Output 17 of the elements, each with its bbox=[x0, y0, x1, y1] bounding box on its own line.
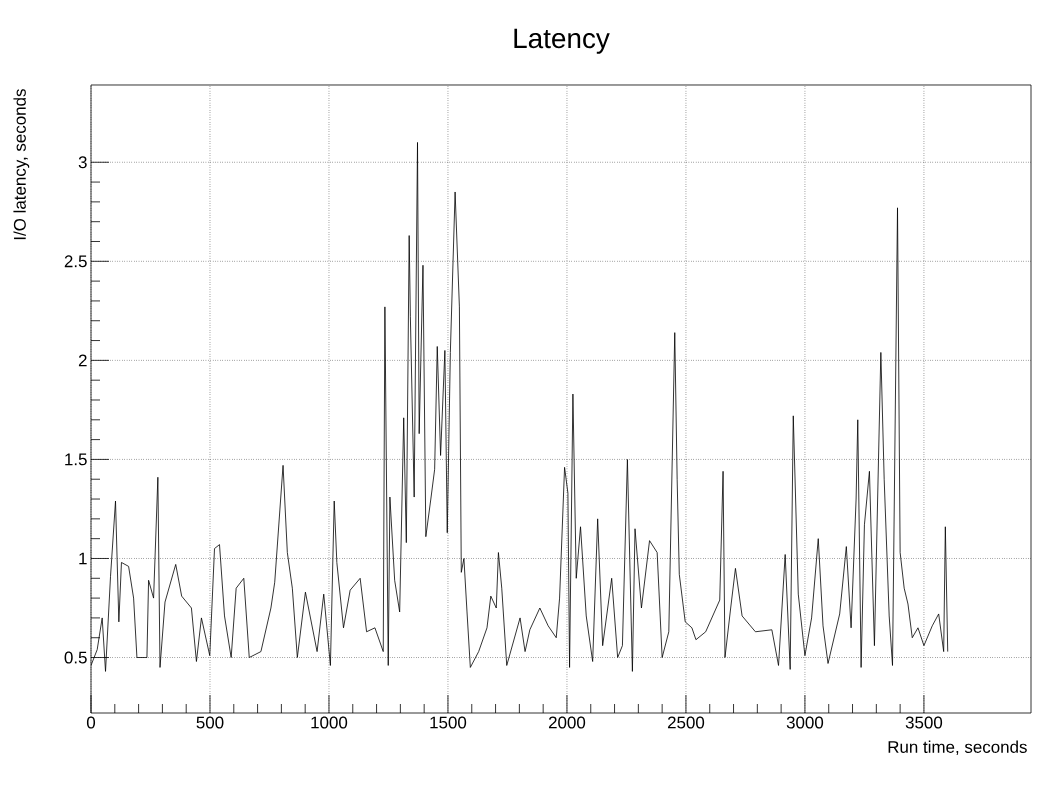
x-tick-label: 0 bbox=[86, 716, 96, 729]
x-tick-label: 2000 bbox=[548, 716, 586, 729]
y-tick-label: 2 bbox=[78, 354, 87, 367]
x-tick-label: 2500 bbox=[667, 716, 705, 729]
x-tick-label: 3000 bbox=[786, 716, 824, 729]
chart-title: Latency bbox=[514, 28, 610, 54]
y-tick-label: 1 bbox=[79, 552, 87, 565]
x-tick-label: 3500 bbox=[905, 716, 943, 729]
x-tick-label: 1000 bbox=[311, 716, 348, 729]
y-tick-label: 0.5 bbox=[64, 651, 87, 664]
x-axis-title: Run time, seconds bbox=[888, 740, 1027, 755]
y-tick-label: 1.5 bbox=[65, 453, 87, 466]
y-tick-label: 2.5 bbox=[64, 255, 87, 268]
x-tick-label: 500 bbox=[196, 716, 224, 729]
y-tick-label: 3 bbox=[78, 156, 87, 169]
y-axis-title: I/O latency, seconds bbox=[13, 89, 30, 240]
x-tick-label: 1500 bbox=[430, 716, 467, 729]
